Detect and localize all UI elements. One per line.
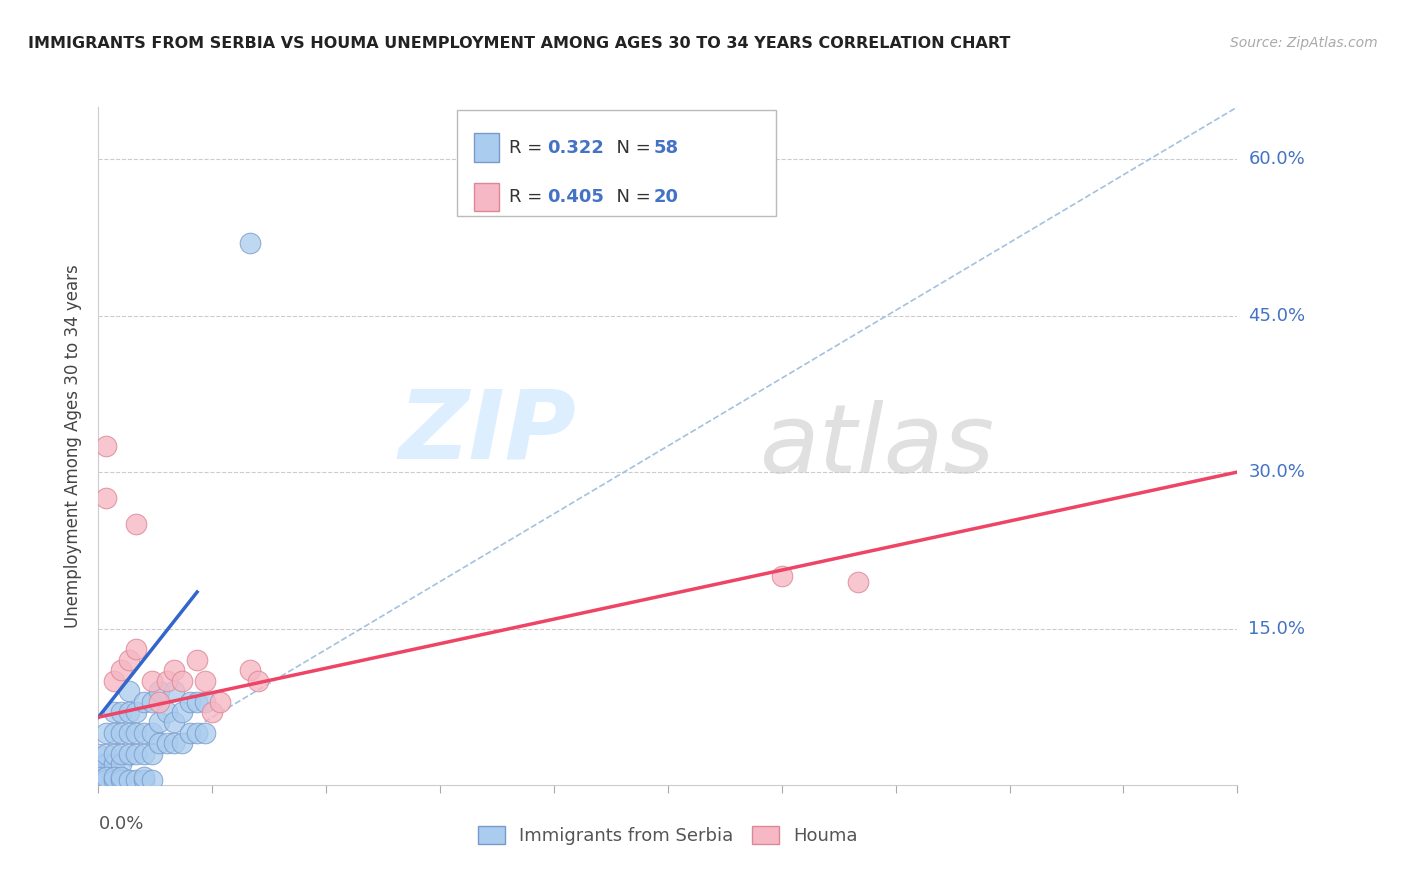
Point: [148, 736, 170, 750]
Point: [141, 772, 163, 787]
Point: [194, 726, 217, 740]
Point: [110, 663, 132, 677]
Point: [118, 705, 141, 719]
Text: IMMIGRANTS FROM SERBIA VS HOUMA UNEMPLOYMENT AMONG AGES 30 TO 34 YEARS CORRELATI: IMMIGRANTS FROM SERBIA VS HOUMA UNEMPLOY…: [28, 36, 1011, 51]
Point: [94, 767, 117, 781]
Text: atlas: atlas: [759, 400, 994, 492]
Point: [148, 694, 170, 708]
Text: 0.405: 0.405: [547, 188, 605, 206]
Point: [186, 694, 208, 708]
Point: [170, 736, 193, 750]
Point: [163, 736, 186, 750]
Point: [163, 684, 186, 698]
Point: [94, 770, 117, 784]
Point: [110, 757, 132, 772]
Point: [87, 757, 110, 772]
Text: 15.0%: 15.0%: [1249, 620, 1305, 638]
Point: [118, 747, 141, 761]
Point: [94, 772, 117, 787]
Point: [132, 770, 155, 784]
Point: [110, 747, 132, 761]
Point: [148, 715, 170, 730]
Point: [132, 747, 155, 761]
Point: [163, 715, 186, 730]
Point: [194, 694, 217, 708]
Point: [94, 757, 117, 772]
Point: [770, 569, 793, 583]
Point: [94, 439, 117, 453]
Point: [87, 770, 110, 784]
Point: [103, 770, 125, 784]
Point: [170, 673, 193, 688]
Point: [87, 772, 110, 787]
Point: [179, 694, 201, 708]
Point: [179, 726, 201, 740]
Point: [87, 747, 110, 761]
Text: 0.0%: 0.0%: [98, 815, 143, 833]
Point: [103, 747, 125, 761]
Point: [110, 770, 132, 784]
Text: ZIP: ZIP: [399, 386, 576, 479]
Point: [846, 574, 869, 589]
Text: Source: ZipAtlas.com: Source: ZipAtlas.com: [1230, 36, 1378, 50]
Point: [125, 747, 148, 761]
Point: [141, 747, 163, 761]
Text: R =: R =: [509, 138, 548, 156]
Point: [110, 726, 132, 740]
Point: [125, 517, 148, 532]
Point: [132, 694, 155, 708]
Point: [94, 491, 117, 505]
Point: [186, 653, 208, 667]
Legend: Immigrants from Serbia, Houma: Immigrants from Serbia, Houma: [472, 821, 863, 850]
Point: [118, 653, 141, 667]
Point: [170, 705, 193, 719]
Point: [125, 772, 148, 787]
Point: [208, 694, 231, 708]
Text: R =: R =: [509, 188, 548, 206]
Text: 45.0%: 45.0%: [1249, 307, 1306, 325]
Point: [239, 663, 262, 677]
Point: [110, 772, 132, 787]
Point: [141, 694, 163, 708]
Point: [239, 235, 262, 250]
Point: [103, 705, 125, 719]
Y-axis label: Unemployment Among Ages 30 to 34 years: Unemployment Among Ages 30 to 34 years: [65, 264, 83, 628]
Point: [194, 673, 217, 688]
Point: [156, 673, 179, 688]
Point: [125, 705, 148, 719]
Point: [125, 642, 148, 657]
Text: 58: 58: [654, 138, 679, 156]
Point: [246, 673, 269, 688]
Point: [141, 726, 163, 740]
Point: [148, 684, 170, 698]
Point: [103, 757, 125, 772]
Point: [118, 684, 141, 698]
Point: [87, 767, 110, 781]
Point: [118, 726, 141, 740]
Point: [156, 736, 179, 750]
Text: 20: 20: [654, 188, 679, 206]
Point: [103, 772, 125, 787]
Point: [163, 663, 186, 677]
Point: [132, 772, 155, 787]
Point: [132, 726, 155, 740]
Text: 0.322: 0.322: [547, 138, 605, 156]
Point: [103, 673, 125, 688]
Point: [156, 705, 179, 719]
Text: N =: N =: [605, 138, 657, 156]
Text: 30.0%: 30.0%: [1249, 463, 1305, 481]
Point: [110, 705, 132, 719]
Point: [125, 726, 148, 740]
Text: 60.0%: 60.0%: [1249, 150, 1305, 169]
Point: [94, 747, 117, 761]
Point: [94, 726, 117, 740]
Point: [103, 726, 125, 740]
Point: [141, 673, 163, 688]
Text: N =: N =: [605, 188, 657, 206]
Point: [186, 726, 208, 740]
Point: [201, 705, 224, 719]
Point: [118, 772, 141, 787]
